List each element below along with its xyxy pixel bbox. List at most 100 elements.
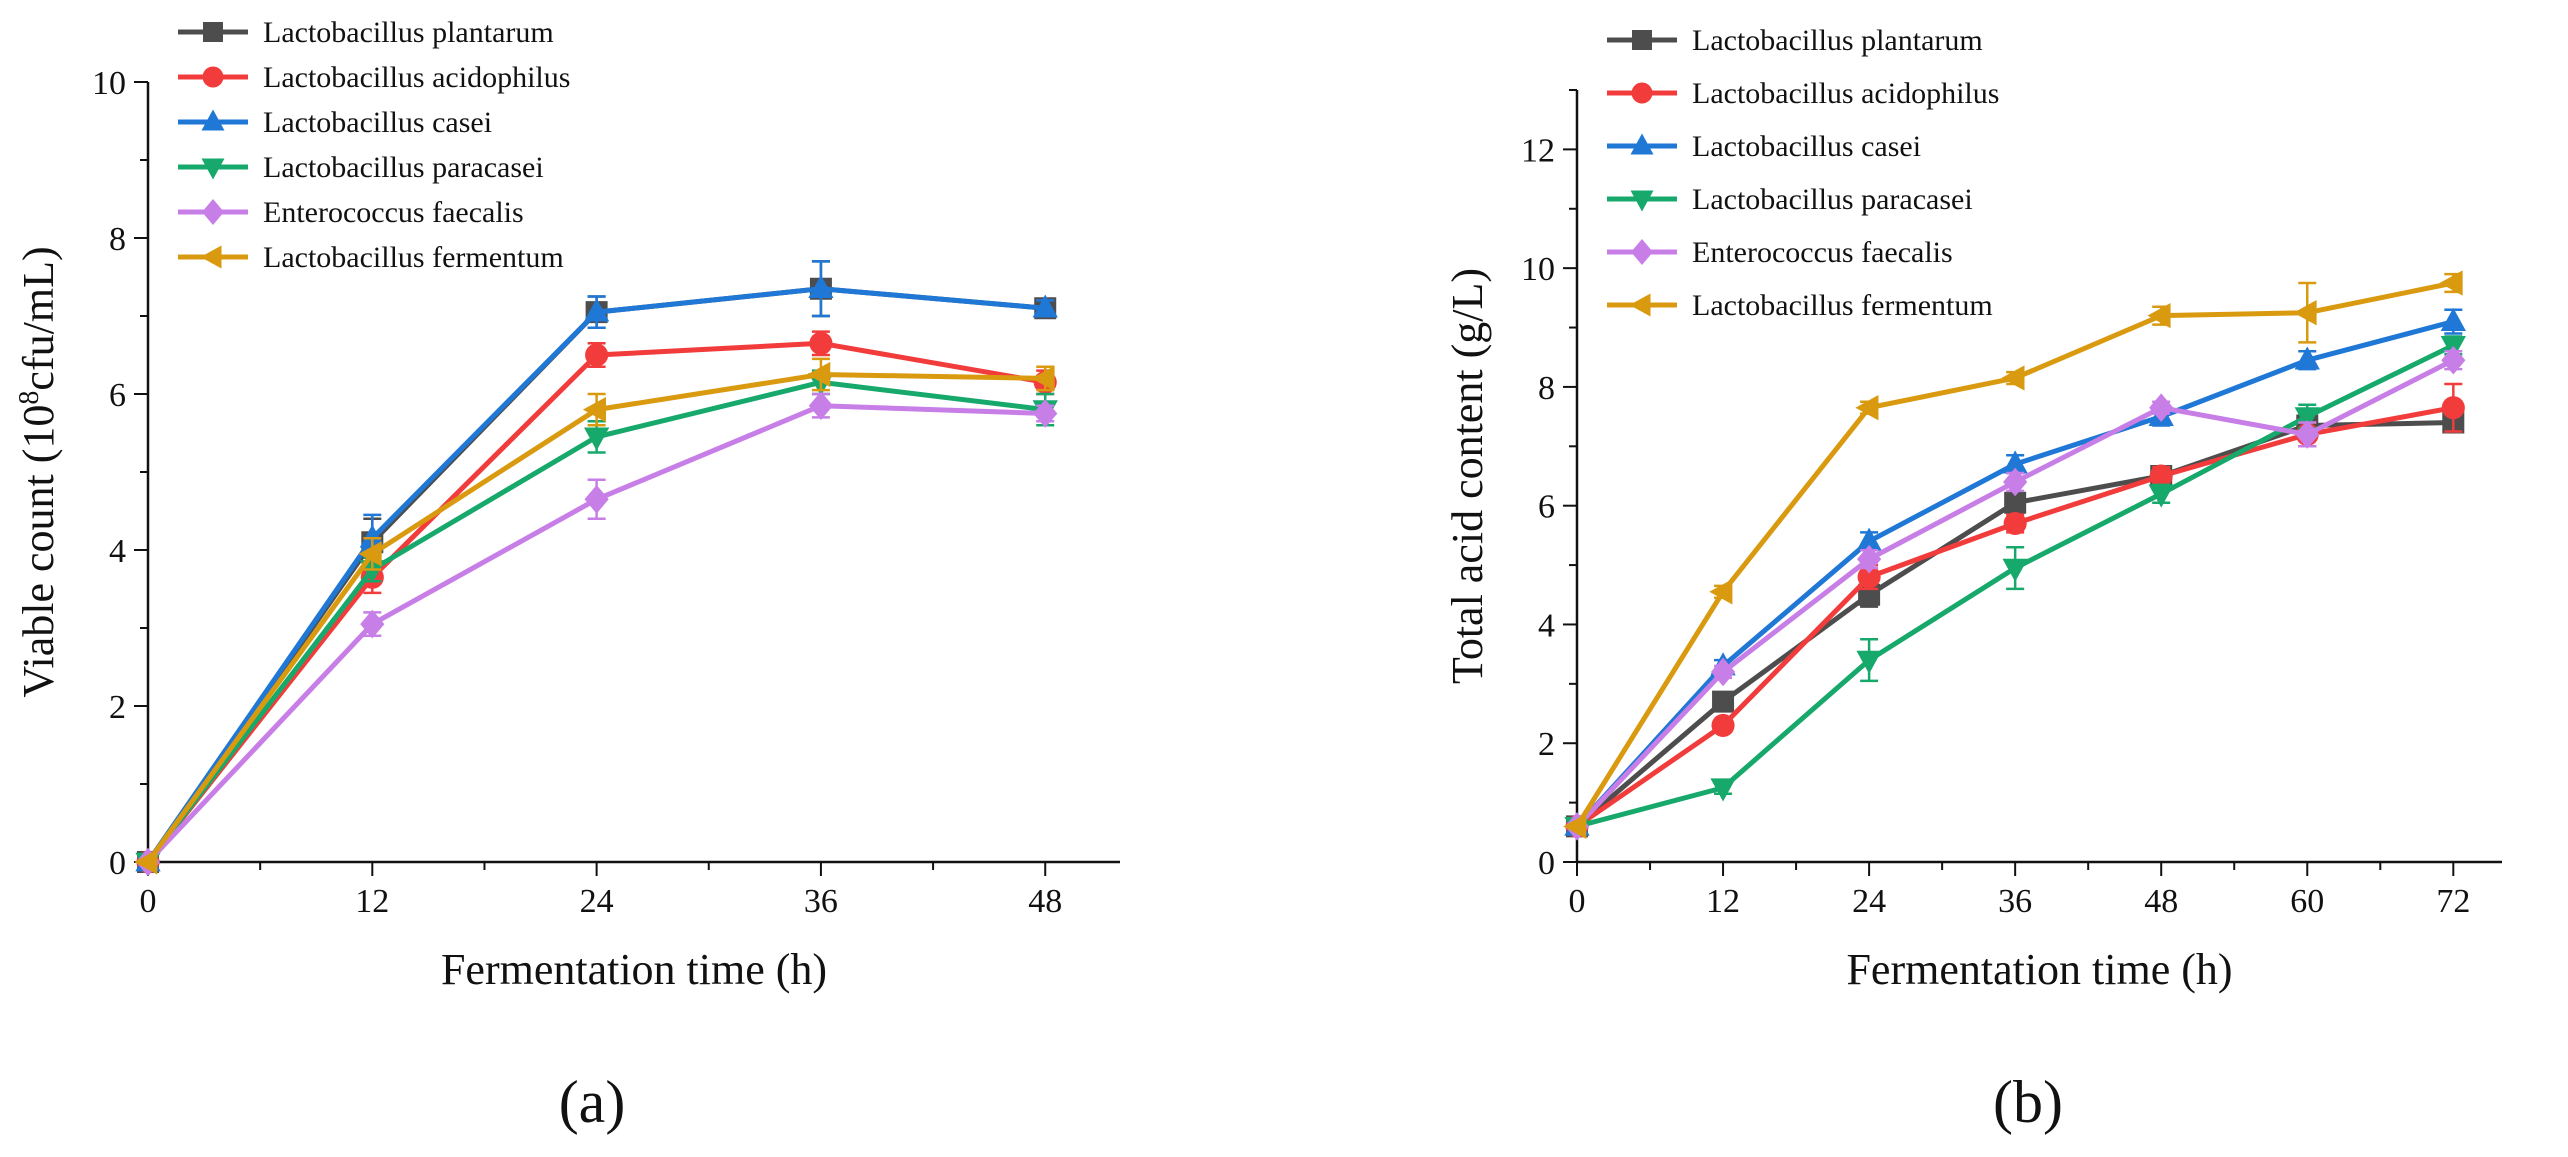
a-x-tick-label: 48 — [1028, 883, 1062, 920]
a-series-fermentum — [134, 357, 1055, 875]
a-series-paracasei — [135, 369, 1058, 876]
a-line-paracasei — [146, 379, 1046, 864]
b-y-tick-label: 0 — [1538, 845, 1555, 882]
a-legend-marker-fermentum — [200, 245, 222, 269]
a-legend-label-acidophilus: Lactobacillus acidophilus — [263, 61, 570, 94]
b-point-faecalis — [1710, 657, 1736, 687]
a-y-axis-title-part: cfu/mL) — [14, 246, 63, 390]
b-point-fermentum — [2001, 365, 2025, 391]
b-point-faecalis — [2441, 345, 2466, 375]
a-point-fermentum — [582, 396, 606, 423]
b-point-casei — [2294, 346, 2320, 370]
panel-b-label: (b) — [1993, 1069, 2063, 1135]
a-x-tick-label: 12 — [355, 883, 389, 920]
b-y-tick-label: 12 — [1521, 132, 1555, 169]
b-x-axis-title: Fermentation time (h) — [1846, 945, 2232, 994]
b-series-faecalis — [1564, 345, 2466, 841]
b-y-tick-label: 8 — [1538, 370, 1555, 407]
b-legend: Lactobacillus plantarum Lactobacillus aci… — [1607, 24, 1999, 322]
b-point-faecalis — [2003, 467, 2028, 497]
a-point-faecalis — [1033, 399, 1058, 428]
b-x-tick-label: 60 — [2290, 883, 2324, 920]
b-series-paracasei — [1564, 335, 2466, 841]
b-legend-label-plantarum: Lactobacillus plantarum — [1692, 24, 1983, 57]
b-point-casei — [1856, 527, 1882, 551]
b-point-fermentum — [1563, 813, 1587, 840]
b-legend-marker-paracasei — [1630, 190, 1654, 212]
b-legend-label-paracasei: Lactobacillus paracasei — [1692, 183, 1973, 216]
b-point-acidophilus — [1711, 713, 1735, 737]
a-point-acidophilus — [809, 331, 833, 355]
b-legend-marker-casei — [1630, 133, 1654, 155]
b-x-tick-label: 36 — [1998, 883, 2032, 920]
a-legend-marker-casei — [201, 109, 225, 131]
a-y-tick-label: 4 — [109, 533, 126, 570]
a-point-fermentum — [134, 849, 158, 875]
b-y-tick-label: 4 — [1538, 607, 1555, 644]
b-point-acidophilus — [1857, 565, 1881, 589]
a-point-casei — [808, 274, 834, 299]
a-y-axis-title-sup: 8 — [14, 391, 45, 405]
a-point-acidophilus — [585, 343, 609, 367]
a-series-acidophilus — [136, 330, 1057, 874]
b-x-tick-label: 72 — [2436, 883, 2470, 920]
a-y-tick-label: 8 — [109, 221, 126, 258]
b-x-tick-label: 48 — [2144, 883, 2178, 920]
a-point-casei — [583, 298, 610, 322]
b-point-acidophilus — [2003, 511, 2027, 536]
a-series-faecalis — [135, 391, 1058, 877]
a-y-tick-label: 10 — [92, 65, 126, 102]
a-y-axis-title: Viable count (108cfu/mL) — [14, 246, 64, 697]
b-x-tick-label: 24 — [1852, 883, 1886, 920]
b-point-plantarum — [2004, 491, 2027, 514]
b-point-fermentum — [1709, 579, 1733, 605]
a-legend-label-paracasei: Lactobacillus paracasei — [263, 151, 544, 184]
b-point-fermentum — [2293, 300, 2317, 326]
a-legend: Lactobacillus plantarum Lactobacillus aci… — [178, 16, 570, 274]
a-legend-label-faecalis: Enterococcus faecalis — [263, 196, 524, 229]
b-point-casei — [2002, 450, 2028, 474]
b-legend-marker-faecalis — [1631, 239, 1653, 265]
panel-a-label: (a) — [559, 1069, 626, 1135]
b-point-paracasei — [2294, 407, 2320, 431]
a-point-faecalis — [808, 391, 834, 420]
a-x-tick-label: 36 — [804, 883, 838, 920]
b-y-tick-label: 10 — [1521, 251, 1555, 288]
b-point-acidophilus — [2441, 396, 2465, 420]
b-point-faecalis — [2295, 420, 2320, 449]
b-legend-label-faecalis: Enterococcus faecalis — [1692, 236, 1953, 269]
a-point-faecalis — [584, 485, 609, 514]
b-point-faecalis — [2149, 393, 2174, 423]
a-point-fermentum — [358, 541, 382, 567]
b-point-plantarum — [1712, 690, 1735, 713]
b-x-tick-label: 0 — [1569, 883, 1586, 920]
a-x-tick-label: 0 — [140, 883, 157, 920]
b-legend-marker-acidophilus — [1631, 82, 1653, 104]
b-point-acidophilus — [2149, 464, 2173, 488]
b-point-fermentum — [2439, 270, 2463, 296]
b-y-tick-label: 2 — [1538, 726, 1555, 763]
a-point-faecalis — [360, 609, 385, 639]
a-point-casei — [1032, 294, 1058, 318]
a-legend-label-casei: Lactobacillus casei — [263, 106, 492, 139]
b-point-fermentum — [2147, 303, 2171, 329]
a-point-paracasei — [583, 427, 610, 451]
a-legend-label-plantarum: Lactobacillus plantarum — [263, 16, 554, 49]
b-point-paracasei — [1710, 778, 1736, 802]
b-point-paracasei — [1856, 650, 1882, 674]
b-y-tick-label: 6 — [1538, 489, 1555, 526]
a-legend-marker-paracasei — [201, 158, 225, 180]
a-legend-marker-faecalis — [202, 199, 224, 225]
b-point-faecalis — [1857, 544, 1882, 574]
b-x-tick-label: 12 — [1706, 883, 1740, 920]
a-y-tick-label: 6 — [109, 377, 126, 414]
b-y-axis-title: Total acid content (g/L) — [1443, 268, 1492, 684]
a-point-fermentum — [807, 361, 831, 388]
b-legend-marker-plantarum — [1632, 30, 1652, 50]
b-point-fermentum — [1855, 395, 1879, 421]
a-x-tick-label: 24 — [580, 883, 614, 920]
b-legend-label-casei: Lactobacillus casei — [1692, 130, 1921, 163]
b-point-paracasei — [2002, 558, 2028, 582]
